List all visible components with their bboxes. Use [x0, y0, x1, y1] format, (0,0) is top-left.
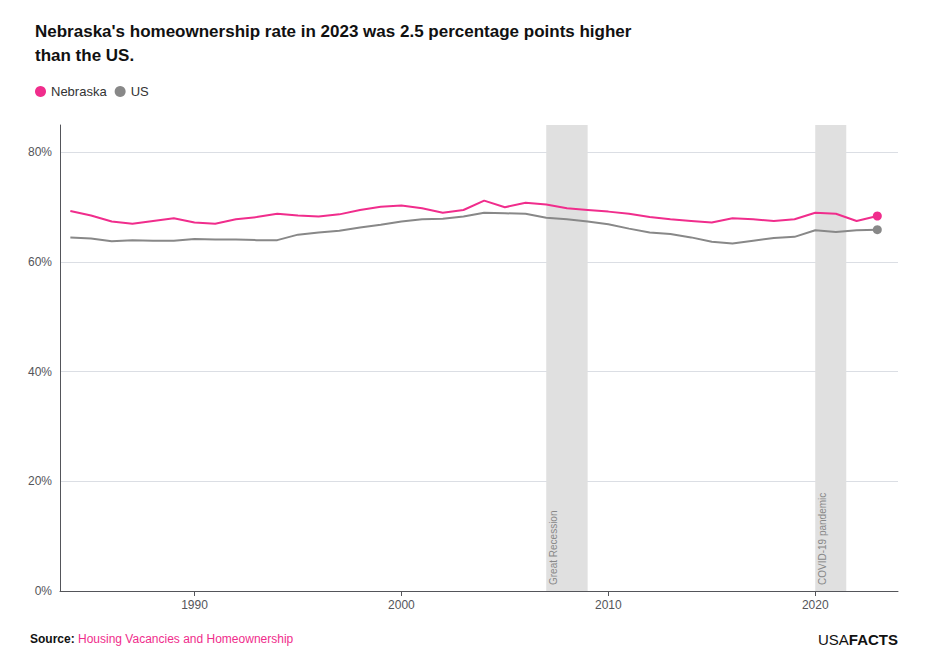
svg-text:COVID-19 pandemic: COVID-19 pandemic	[817, 493, 828, 585]
svg-text:2020: 2020	[802, 598, 829, 612]
svg-text:Housing Vacancies and Homeowne: Housing Vacancies and Homeownership	[78, 632, 294, 646]
svg-text:Nebraska: Nebraska	[51, 84, 107, 99]
svg-text:20%: 20%	[28, 474, 52, 488]
svg-text:2010: 2010	[595, 598, 622, 612]
svg-text:FACTS: FACTS	[849, 631, 898, 648]
svg-text:40%: 40%	[28, 365, 52, 379]
svg-text:80%: 80%	[28, 145, 52, 159]
svg-text:than the US.: than the US.	[35, 46, 134, 65]
svg-text:Source:: Source:	[30, 632, 75, 646]
svg-text:Great Recession: Great Recession	[548, 511, 559, 585]
svg-text:60%: 60%	[28, 255, 52, 269]
svg-text:US: US	[131, 84, 149, 99]
svg-text:2000: 2000	[388, 598, 415, 612]
svg-text:1990: 1990	[181, 598, 208, 612]
svg-text:0%: 0%	[35, 584, 53, 598]
svg-text:Nebraska's homeownership rate: Nebraska's homeownership rate in 2023 wa…	[35, 22, 632, 41]
svg-text:USA: USA	[818, 631, 849, 648]
